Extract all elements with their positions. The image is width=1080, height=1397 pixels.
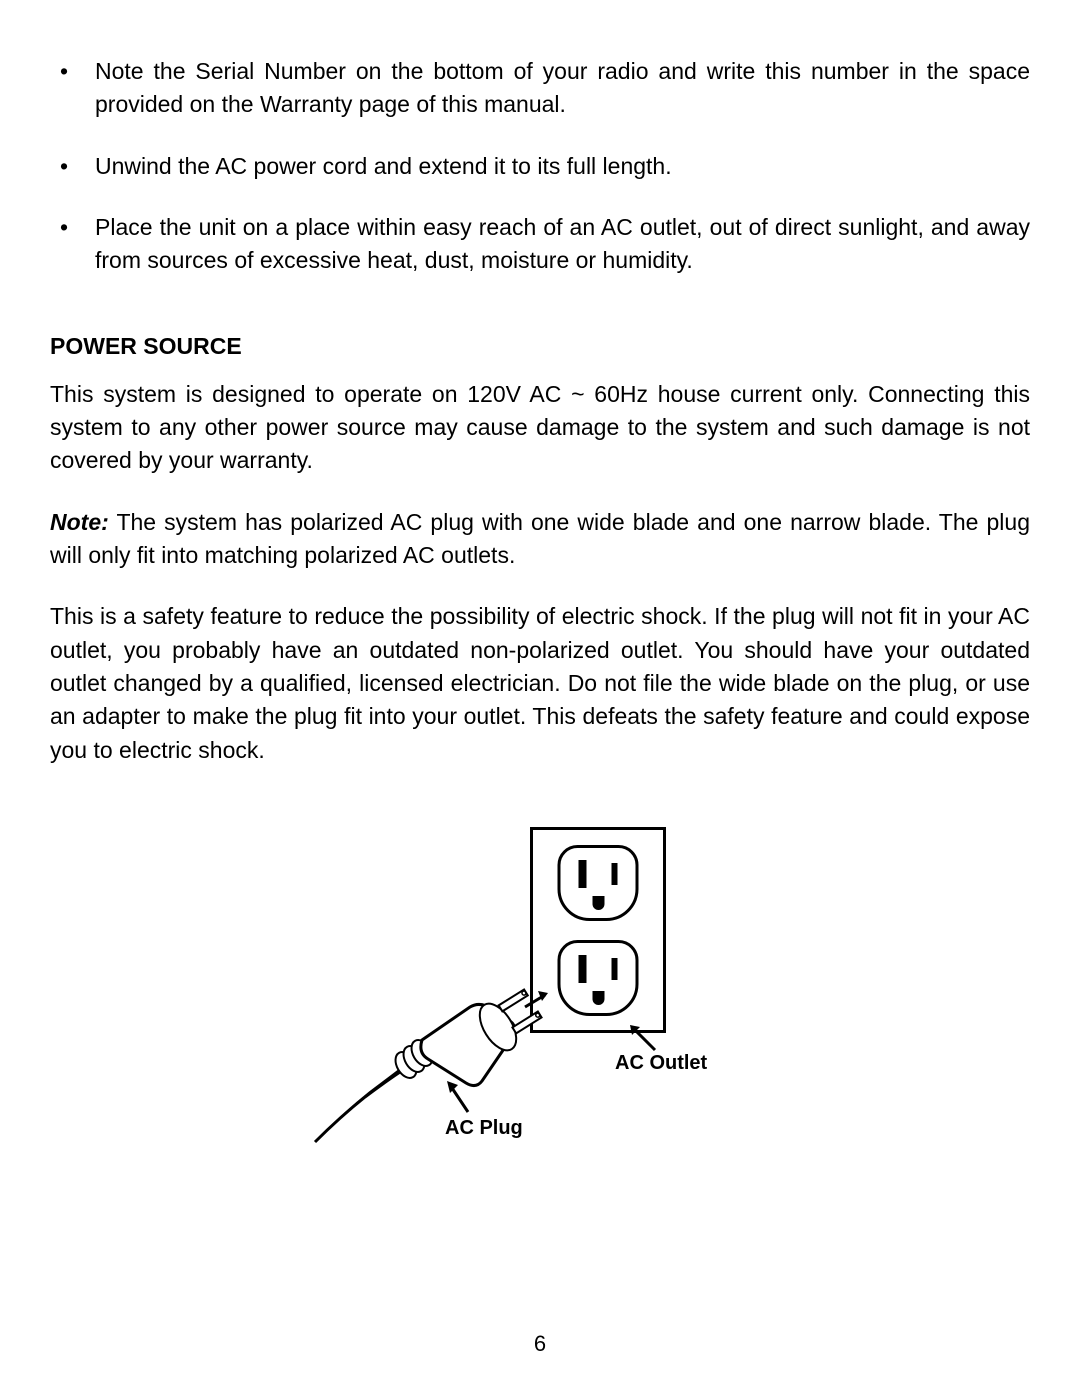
bullet-item: Note the Serial Number on the bottom of …	[50, 55, 1030, 122]
section-heading: POWER SOURCE	[50, 333, 1030, 360]
bullet-item: Place the unit on a place within easy re…	[50, 211, 1030, 278]
ac-outlet-label: AC Outlet	[615, 1052, 707, 1075]
paragraph: This system is designed to operate on 12…	[50, 378, 1030, 478]
bullet-item: Unwind the AC power cord and extend it t…	[50, 150, 1030, 183]
figure: AC Outlet	[50, 827, 1030, 1162]
paragraph: This is a safety feature to reduce the p…	[50, 600, 1030, 767]
page-number: 6	[0, 1331, 1080, 1357]
note-paragraph: Note: The system has polarized AC plug w…	[50, 506, 1030, 573]
note-text: The system has polarized AC plug with on…	[50, 509, 1030, 568]
pointer-icon	[630, 1025, 660, 1055]
note-label: Note:	[50, 509, 109, 535]
bullet-list: Note the Serial Number on the bottom of …	[50, 55, 1030, 278]
ac-plug-label: AC Plug	[445, 1117, 523, 1140]
